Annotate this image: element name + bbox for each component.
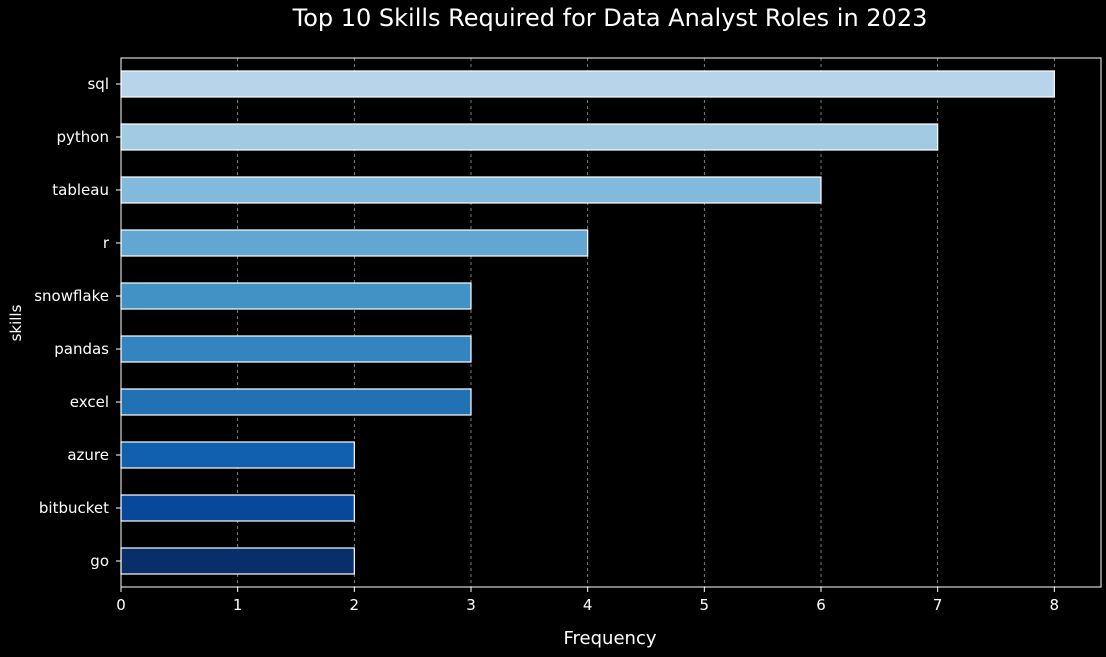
x-tick-label: 3 [466, 596, 476, 614]
chart-title: Top 10 Skills Required for Data Analyst … [292, 4, 928, 32]
x-tick-label: 4 [583, 596, 593, 614]
x-tick-label: 7 [933, 596, 943, 614]
plot-area-frame [120, 57, 1102, 588]
bar-sql [120, 70, 1055, 98]
y-tick-label: python [57, 128, 109, 146]
bar-snowflake [120, 282, 472, 310]
bars [120, 70, 1055, 575]
bar-pandas [120, 335, 472, 363]
x-axis-ticks: 0 1 2 3 4 5 6 7 8 [116, 587, 1059, 614]
bar-excel [120, 388, 472, 416]
y-axis-ticks: sql python tableau r snowflake pandas excel azu… [34, 75, 121, 570]
y-tick-label: go [90, 552, 109, 570]
y-tick-label: snowflake [34, 287, 109, 305]
y-tick-label: pandas [54, 340, 109, 358]
bar-r [120, 229, 589, 257]
y-tick-label: sql [87, 75, 109, 93]
bar-bitbucket [120, 494, 355, 522]
x-tick-label: 2 [350, 596, 360, 614]
y-axis-label: skills [7, 304, 25, 341]
bar-tableau [120, 176, 822, 204]
x-tick-label: 5 [700, 596, 710, 614]
bar-go [120, 547, 355, 575]
x-tick-label: 8 [1050, 596, 1060, 614]
bar-python [120, 123, 939, 151]
bar-azure [120, 441, 355, 469]
y-tick-label: r [103, 234, 110, 252]
y-tick-label: azure [67, 446, 109, 464]
x-tick-label: 6 [816, 596, 826, 614]
y-tick-label: tableau [52, 181, 109, 199]
y-tick-label: bitbucket [39, 499, 109, 517]
x-tick-label: 0 [116, 596, 126, 614]
y-tick-label: excel [70, 393, 109, 411]
x-tick-label: 1 [233, 596, 243, 614]
x-axis-label: Frequency [564, 628, 657, 649]
